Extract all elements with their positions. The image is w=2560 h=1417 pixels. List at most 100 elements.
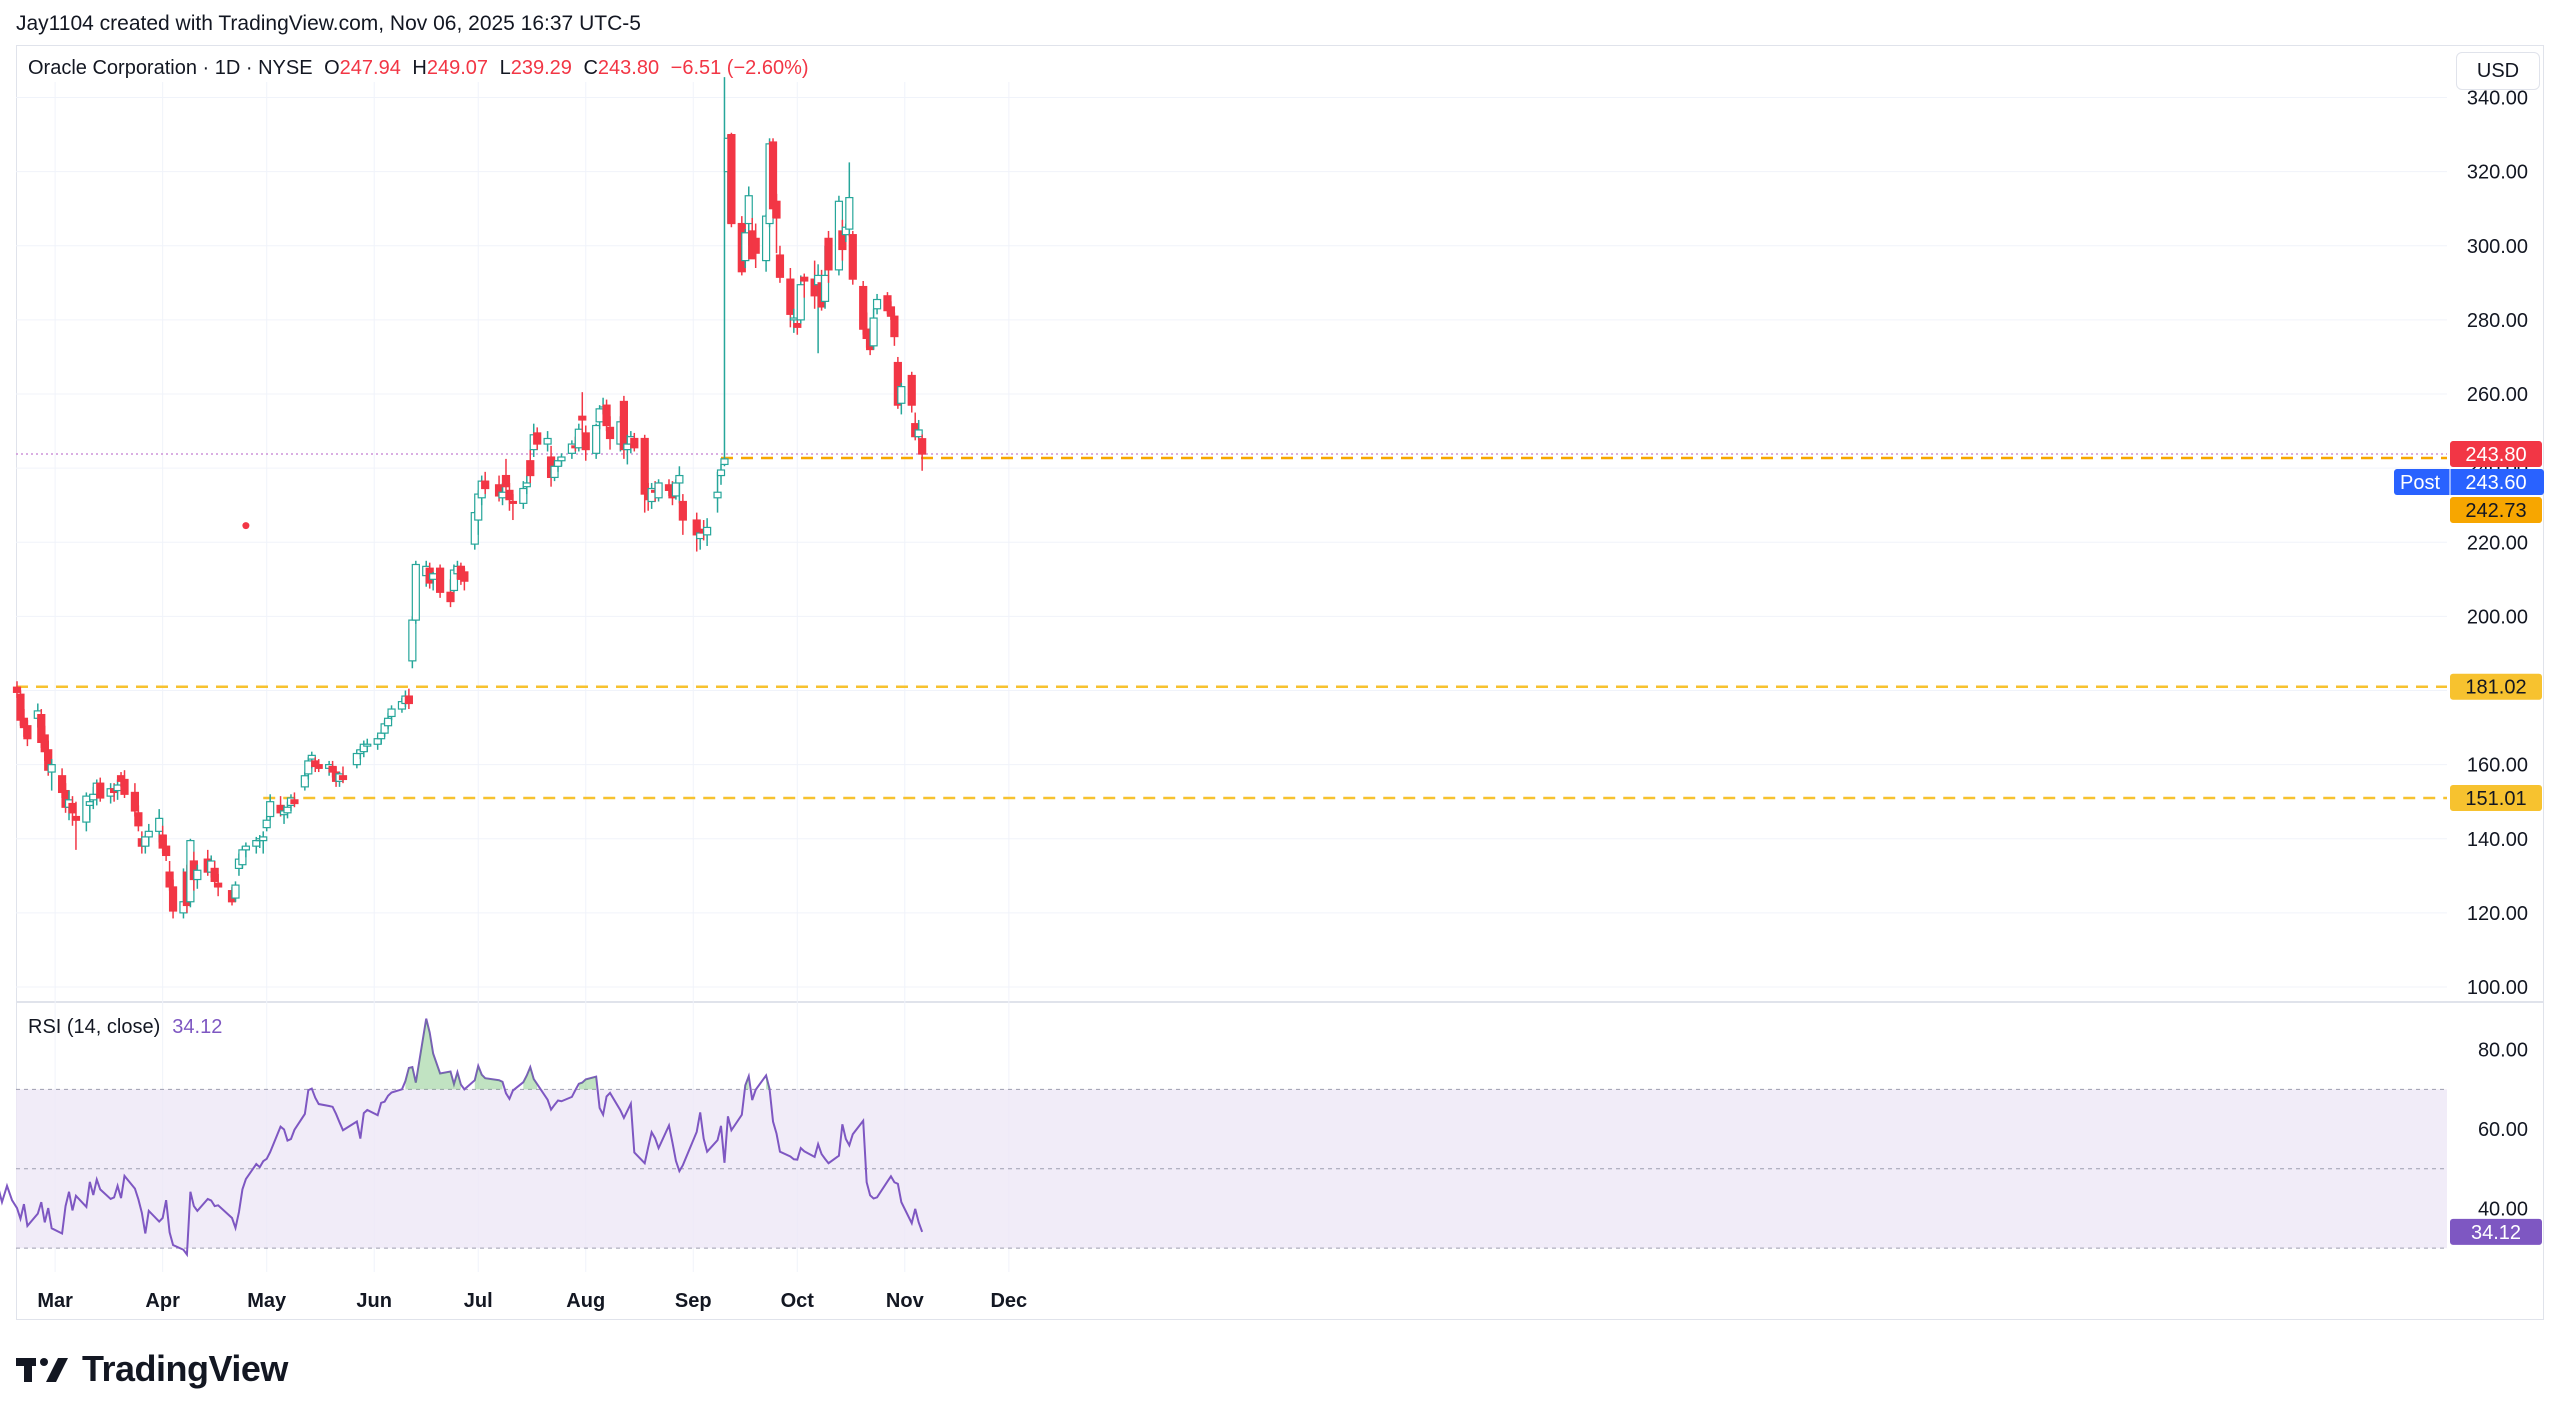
candle bbox=[567, 440, 576, 459]
candle bbox=[23, 720, 32, 747]
close-value: 243.80 bbox=[597, 57, 660, 79]
level-tag-label: 151.01 bbox=[2465, 788, 2526, 810]
price-tick-label: 260.00 bbox=[2467, 384, 2528, 406]
candle-body bbox=[664, 484, 674, 491]
candle-body bbox=[429, 573, 438, 580]
candle bbox=[914, 419, 923, 441]
candle bbox=[602, 399, 611, 432]
price-grid: 100.00120.00140.00160.00180.00200.00220.… bbox=[16, 88, 2528, 999]
candle-body bbox=[193, 869, 202, 881]
candle-body bbox=[12, 686, 22, 693]
candle bbox=[300, 772, 309, 791]
candle bbox=[231, 881, 240, 902]
candle bbox=[404, 688, 413, 710]
close-label: C bbox=[583, 57, 598, 79]
candle-body bbox=[259, 836, 268, 842]
price-tag-label: 242.73 bbox=[2465, 500, 2526, 522]
candle-body bbox=[408, 619, 417, 662]
price-marker bbox=[242, 522, 250, 530]
candle bbox=[796, 275, 805, 324]
price-tick-label: 100.00 bbox=[2467, 977, 2528, 999]
time-tick-label: Sep bbox=[675, 1290, 712, 1312]
price-tick-label: 340.00 bbox=[2467, 88, 2528, 110]
price-tag-bg bbox=[2450, 441, 2542, 468]
candle bbox=[134, 805, 143, 832]
currency-button[interactable]: USD bbox=[2456, 52, 2540, 90]
candle-body bbox=[314, 764, 323, 769]
candle bbox=[543, 431, 552, 452]
candle-body bbox=[262, 819, 271, 829]
time-tick-label: Dec bbox=[990, 1290, 1027, 1312]
candle-body bbox=[845, 196, 854, 230]
rsi-line bbox=[0, 1018, 924, 1258]
candle-body bbox=[543, 437, 552, 445]
candle bbox=[522, 475, 531, 495]
level-tag-label: 181.02 bbox=[2465, 677, 2526, 699]
candle-body bbox=[82, 795, 91, 823]
rsi-overbought-fill bbox=[578, 1076, 597, 1090]
candle bbox=[96, 777, 105, 802]
candle bbox=[872, 293, 882, 315]
candle-body bbox=[460, 571, 469, 582]
candle-body bbox=[869, 317, 878, 347]
rsi-tick-label: 80.00 bbox=[2478, 1040, 2528, 1062]
candle bbox=[82, 792, 91, 832]
tradingview-logo-icon bbox=[16, 1358, 68, 1382]
symbol-title[interactable]: Oracle Corporation · 1D · NYSE bbox=[28, 57, 313, 79]
rsi-overbought-fill bbox=[745, 1076, 749, 1090]
candle bbox=[501, 458, 511, 491]
candle-body bbox=[57, 775, 67, 794]
time-tick-label: Apr bbox=[145, 1290, 180, 1312]
candle bbox=[907, 371, 916, 413]
open-label: O bbox=[324, 57, 340, 79]
candle-body bbox=[796, 284, 805, 321]
candle-body bbox=[144, 830, 153, 838]
candle bbox=[141, 835, 150, 854]
candle bbox=[814, 264, 823, 354]
candle-body bbox=[789, 317, 798, 321]
price-tick-label: 200.00 bbox=[2467, 606, 2528, 628]
candle-body bbox=[134, 812, 143, 827]
rsi-title[interactable]: RSI (14, close) bbox=[28, 1016, 161, 1038]
candle-body bbox=[623, 443, 632, 451]
candle-body bbox=[775, 254, 785, 278]
level-tag-bg bbox=[2450, 784, 2542, 811]
price-tag-label: 243.60 bbox=[2465, 472, 2526, 494]
low-label: L bbox=[499, 57, 511, 79]
candle bbox=[144, 823, 153, 847]
candle-body bbox=[786, 278, 795, 315]
rsi-legend: RSI (14, close) 34.12 bbox=[28, 1016, 222, 1039]
time-tick-label: May bbox=[247, 1290, 287, 1312]
candle-body bbox=[696, 532, 705, 540]
candle-body bbox=[848, 234, 857, 280]
candle bbox=[630, 432, 639, 452]
candle-body bbox=[602, 404, 611, 427]
price-tick-label: 320.00 bbox=[2467, 162, 2528, 184]
change-value: −6.51 (−2.60%) bbox=[670, 57, 809, 79]
candle bbox=[363, 738, 372, 752]
candle-body bbox=[435, 567, 445, 593]
candle bbox=[314, 759, 323, 773]
candle bbox=[120, 770, 129, 798]
level-tags: 181.02 151.01 bbox=[2450, 673, 2542, 811]
tradingview-logo[interactable]: TradingView bbox=[16, 1348, 288, 1390]
candle bbox=[647, 482, 656, 509]
price-tag-label: 243.80 bbox=[2465, 444, 2526, 466]
candle bbox=[786, 268, 795, 328]
logo-text: TradingView bbox=[82, 1348, 288, 1389]
candle-body bbox=[859, 285, 868, 330]
candle-body bbox=[557, 456, 566, 462]
candle-body bbox=[508, 500, 518, 504]
candle bbox=[654, 479, 663, 502]
candle bbox=[338, 766, 348, 784]
candle bbox=[259, 831, 268, 854]
candle-body bbox=[630, 437, 639, 449]
open-value: 247.94 bbox=[339, 57, 401, 79]
candle bbox=[387, 705, 396, 721]
candle-body bbox=[338, 775, 348, 781]
candle bbox=[266, 794, 275, 821]
candle-body bbox=[498, 491, 507, 499]
candle-body bbox=[238, 849, 247, 866]
time-tick-label: Mar bbox=[37, 1290, 73, 1312]
